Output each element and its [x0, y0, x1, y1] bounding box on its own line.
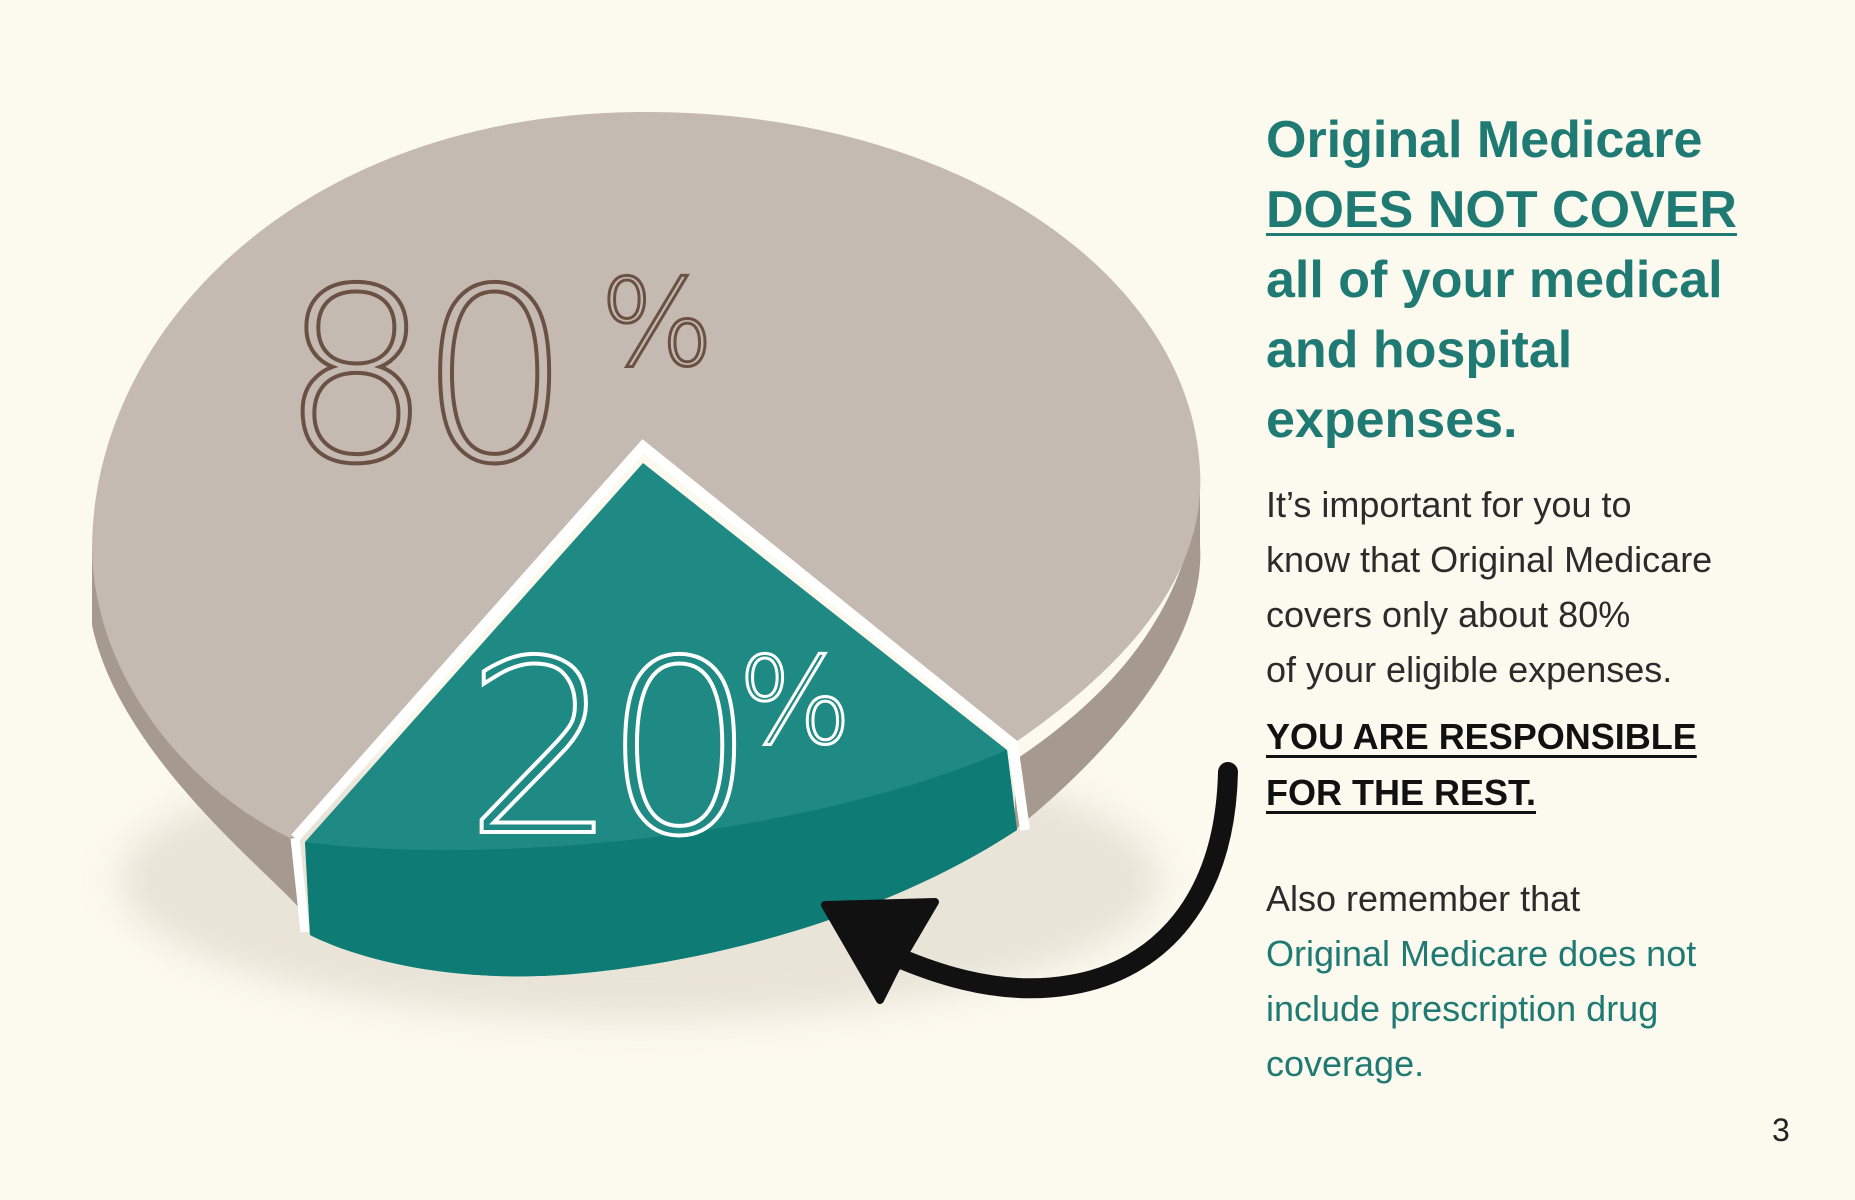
also-line-highlight: include prescription drug — [1266, 988, 1659, 1029]
curved-arrow — [821, 762, 1238, 1004]
pie-label-80-percent-sign: % — [600, 255, 714, 394]
pie-label-80: 80 — [280, 237, 557, 517]
headline-line: Original Medicare — [1266, 111, 1703, 169]
responsible-line: YOU ARE RESPONSIBLE — [1266, 716, 1697, 757]
body-line: covers only about 80% — [1266, 594, 1631, 635]
body-line: of your eligible expenses. — [1266, 649, 1673, 690]
pie-label-20-percent-sign: % — [738, 633, 852, 772]
headline-line: and hospital — [1266, 321, 1573, 379]
body-line: It’s important for you to — [1266, 484, 1632, 525]
also-remember-paragraph: Also remember that Original Medicare doe… — [1266, 871, 1826, 1091]
responsible-line: FOR THE REST. — [1266, 772, 1537, 813]
headline-line: all of your medical — [1266, 251, 1723, 309]
pie-slice-80-side-right — [1015, 470, 1201, 830]
body-paragraph: It’s important for you to know that Orig… — [1266, 477, 1826, 697]
also-line-highlight: coverage. — [1266, 1043, 1425, 1084]
also-line: Also remember that — [1266, 878, 1581, 919]
body-line: know that Original Medicare — [1266, 539, 1713, 580]
pie-label-20: 20 — [465, 609, 742, 889]
headline: Original Medicare DOES NOT COVER all of … — [1266, 105, 1826, 455]
text-panel: Original Medicare DOES NOT COVER all of … — [1266, 105, 1826, 1091]
pie-slice-80-side — [92, 550, 305, 915]
slice-separator-left-edge — [290, 837, 310, 933]
pie-slice-80 — [92, 111, 1201, 838]
headline-emphasis: DOES NOT COVER — [1266, 181, 1737, 239]
pie-slice-20-side — [305, 750, 1017, 977]
responsible-callout: YOU ARE RESPONSIBLE FOR THE REST. — [1266, 709, 1826, 821]
page-number: 3 — [1772, 1112, 1790, 1148]
headline-line: expenses. — [1266, 391, 1518, 449]
also-line-highlight: Original Medicare does not — [1266, 933, 1697, 974]
slice-separator — [291, 439, 1030, 842]
